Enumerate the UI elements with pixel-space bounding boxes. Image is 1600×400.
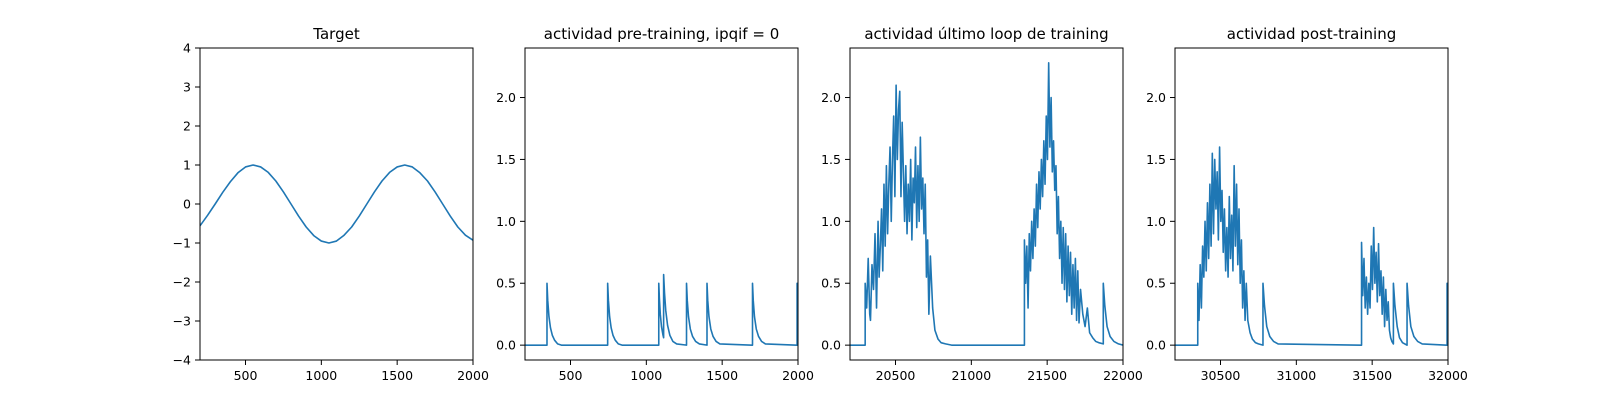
x-tick-label: 21000 [951,368,991,383]
y-tick-label: 0.5 [496,276,516,291]
x-tick-label: 20500 [876,368,916,383]
y-tick-label: 3 [183,80,191,95]
subplot-title: actividad último loop de training [864,25,1108,43]
subplot-title: actividad post-training [1227,25,1396,43]
axes-frame [199,47,474,361]
subplot-3: actividad último loop de training 20500 21… [821,25,1143,383]
x-tick-label: 500 [559,368,583,383]
y-tick-label: 1.0 [821,214,841,229]
x-tick-label: 2000 [457,368,489,383]
y-tick-label: −2 [173,275,191,290]
x-tick-label: 1500 [381,368,413,383]
x-tick-label: 1000 [305,368,337,383]
series-line [525,273,798,346]
y-tick-label: 0.5 [821,276,841,291]
y-tick-label: 2.0 [496,90,516,105]
series-line [1175,146,1448,346]
subplot-1: Target 500 1000 1500 2000 −4 −3 −2 −1 0 1 2 3 4 [173,25,489,383]
axes-frame [849,47,1124,361]
y-tick-label: 1.0 [496,214,516,229]
x-tick-label: 2000 [782,368,814,383]
y-tick-label: 2.0 [821,90,841,105]
y-tick-label: 4 [183,41,191,56]
y-tick-label: 1.5 [821,152,841,167]
x-tick-label: 31000 [1276,368,1316,383]
axes-frame [524,47,799,361]
y-tick-label: 1.5 [1146,152,1166,167]
y-tick-label: −1 [173,236,191,251]
subplot-title: Target [312,25,360,43]
y-tick-label: 0.0 [821,338,841,353]
y-tick-label: 0.5 [1146,276,1166,291]
series-line [850,62,1123,346]
x-tick-label: 21500 [1027,368,1067,383]
y-tick-label: 1.5 [496,152,516,167]
x-tick-label: 30500 [1201,368,1241,383]
x-tick-label: 32000 [1428,368,1468,383]
subplot-2: actividad pre-training, ipqif = 0 500 1000… [496,25,814,383]
y-tick-label: 0.0 [1146,338,1166,353]
x-tick-label: 500 [234,368,258,383]
subplot-4: actividad post-training 30500 31000 31500 32… [1146,25,1468,383]
x-tick-label: 1000 [630,368,662,383]
y-tick-label: 0.0 [496,338,516,353]
y-tick-label: −3 [173,314,191,329]
y-tick-label: 2 [183,119,191,134]
y-tick-label: 2.0 [1146,90,1166,105]
x-tick-label: 31500 [1352,368,1392,383]
subplot-title: actividad pre-training, ipqif = 0 [544,25,780,43]
x-tick-label: 1500 [706,368,738,383]
series-line [200,164,473,244]
y-tick-label: 0 [183,197,191,212]
y-tick-label: −4 [173,353,191,368]
y-tick-label: 1 [183,158,191,173]
y-tick-label: 1.0 [1146,214,1166,229]
x-tick-label: 22000 [1103,368,1143,383]
axes-frame [1174,47,1449,361]
